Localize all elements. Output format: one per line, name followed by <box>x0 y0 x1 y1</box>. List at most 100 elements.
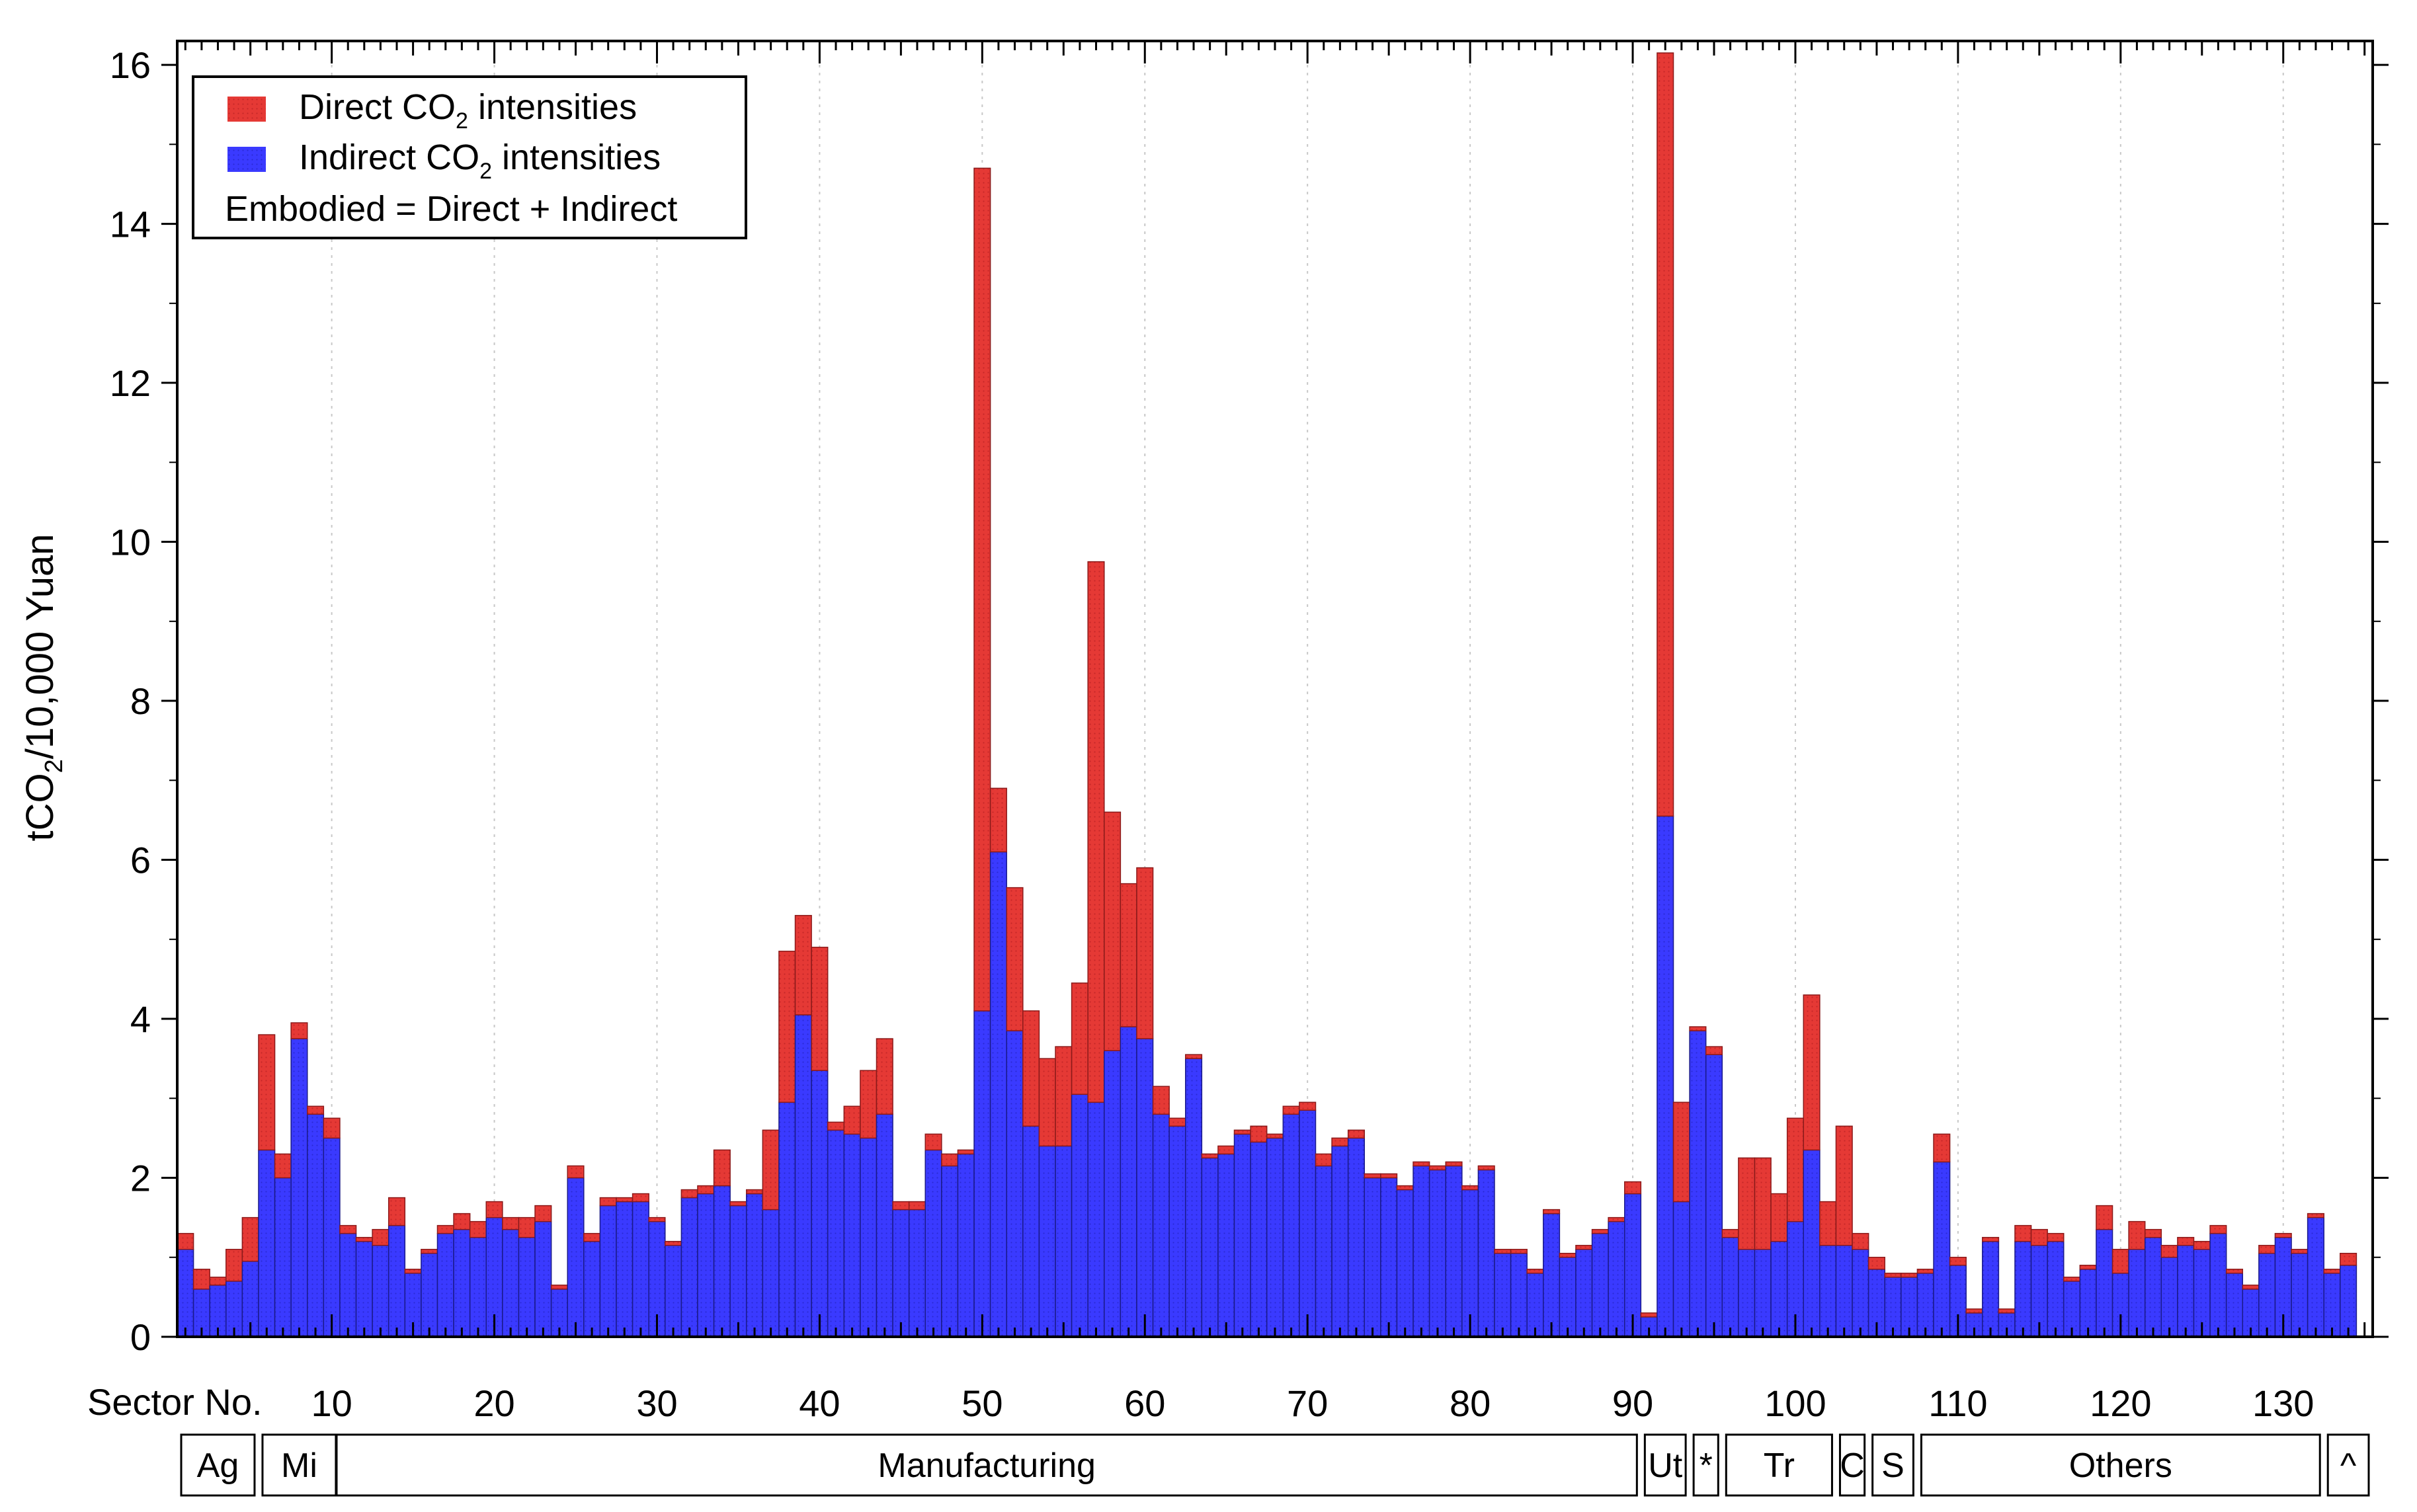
bar-direct <box>2258 1244 2276 1254</box>
bar-indirect <box>2177 1244 2195 1337</box>
bar-indirect <box>1299 1109 1317 1337</box>
bar-indirect <box>372 1244 389 1337</box>
bar-direct <box>177 1232 194 1250</box>
bar-direct <box>1672 1101 1690 1203</box>
bar-direct <box>1867 1257 1885 1270</box>
bar-direct <box>1136 867 1154 1039</box>
bar-direct <box>1477 1165 1495 1171</box>
bar-indirect <box>567 1177 585 1337</box>
bar-direct <box>1949 1257 1967 1266</box>
bar-direct <box>1233 1129 1251 1135</box>
sector-group-label: Others <box>2069 1447 2172 1485</box>
y-tick-label: 14 <box>110 204 151 245</box>
legend-label-indirect: Indirect CO2 intensities <box>299 138 661 184</box>
y-tick-label: 10 <box>110 522 151 563</box>
bar-indirect <box>1608 1220 1625 1337</box>
bar-indirect <box>1559 1257 1577 1337</box>
bar-direct <box>1120 883 1137 1027</box>
x-tick-label: 30 <box>636 1382 677 1424</box>
legend-swatch-direct <box>227 97 266 122</box>
bar-direct <box>241 1216 259 1262</box>
bar-direct <box>388 1197 406 1226</box>
sector-group-label: Mi <box>281 1447 317 1485</box>
x-tick-label: 130 <box>2252 1382 2314 1424</box>
bar-indirect <box>745 1193 764 1337</box>
bar-direct <box>1152 1086 1170 1115</box>
sector-group-label: S <box>1881 1447 1905 1485</box>
bar-direct <box>1104 811 1122 1051</box>
bar-direct <box>1038 1058 1056 1147</box>
bar-direct <box>1640 1312 1658 1318</box>
bar-indirect <box>1754 1248 1772 1337</box>
bar-indirect <box>1901 1277 1918 1337</box>
bar-indirect <box>957 1153 975 1337</box>
bar-indirect <box>2014 1240 2032 1337</box>
bar-direct <box>2177 1236 2195 1246</box>
bar-indirect <box>469 1236 487 1337</box>
bar-direct <box>1184 1054 1203 1059</box>
y-tick-label: 4 <box>130 998 151 1040</box>
bar-indirect <box>1201 1157 1219 1337</box>
bar-direct <box>1266 1133 1284 1139</box>
bar-indirect <box>924 1149 942 1337</box>
bar-direct <box>2242 1285 2260 1290</box>
bar-indirect <box>680 1197 698 1337</box>
bar-indirect <box>973 1010 991 1337</box>
bar-direct <box>1331 1137 1349 1147</box>
bar-indirect <box>1803 1149 1821 1337</box>
bar-indirect <box>1347 1137 1366 1337</box>
bar-direct <box>2047 1232 2065 1242</box>
bar-direct <box>1315 1153 1332 1167</box>
bar-direct <box>941 1153 959 1167</box>
bar-direct <box>1738 1157 1756 1250</box>
bar-indirect <box>876 1113 893 1337</box>
bar-direct <box>843 1105 861 1135</box>
bar-indirect <box>1380 1177 1398 1337</box>
bar-direct <box>1803 994 1821 1151</box>
x-tick-label: 110 <box>1928 1382 1987 1424</box>
bar-direct <box>534 1205 552 1222</box>
bar-direct <box>2274 1232 2292 1238</box>
bar-indirect <box>2144 1236 2162 1337</box>
bar-indirect <box>1526 1273 1544 1337</box>
bar-indirect <box>1331 1145 1349 1337</box>
bar-direct <box>1608 1216 1625 1222</box>
bar-indirect <box>1575 1248 1593 1337</box>
bar-indirect <box>583 1240 601 1337</box>
bar-indirect <box>1721 1236 1739 1337</box>
bar-direct <box>518 1216 536 1238</box>
bar-indirect <box>2225 1273 2244 1337</box>
bar-direct <box>421 1248 438 1254</box>
bar-indirect <box>1672 1201 1690 1337</box>
bar-direct <box>1510 1248 1528 1254</box>
bar-indirect <box>1591 1232 1609 1337</box>
bar-indirect <box>1055 1145 1073 1337</box>
bar-direct <box>680 1189 698 1199</box>
bar-direct <box>1526 1269 1544 1274</box>
bar-indirect <box>762 1209 780 1337</box>
x-axis-label: Sector No. <box>87 1381 263 1423</box>
bar-indirect <box>1428 1169 1446 1337</box>
bar-indirect <box>843 1133 861 1337</box>
bar-direct <box>876 1038 893 1115</box>
bar-indirect <box>2307 1216 2324 1337</box>
bar-indirect <box>2096 1228 2113 1337</box>
x-tick-label: 50 <box>962 1382 1003 1424</box>
bar-direct <box>1916 1269 1934 1274</box>
bar-indirect <box>1022 1125 1040 1337</box>
sector-group-box <box>2326 1433 2370 1497</box>
bar-direct <box>404 1269 422 1274</box>
bar-direct <box>2096 1205 2113 1230</box>
x-tick-label: 80 <box>1450 1382 1491 1424</box>
sector-group-box <box>1838 1433 1866 1497</box>
bar-indirect <box>1770 1240 1788 1337</box>
bar-direct <box>632 1193 649 1203</box>
bar-indirect <box>1087 1101 1105 1337</box>
bar-indirect <box>1689 1030 1707 1337</box>
bar-indirect <box>534 1220 552 1337</box>
bar-direct <box>290 1022 308 1039</box>
legend-note: Embodied = Direct + Indirect <box>225 189 677 229</box>
bar-direct <box>745 1189 764 1195</box>
y-tick-label: 12 <box>110 362 151 404</box>
bar-indirect <box>713 1185 731 1337</box>
